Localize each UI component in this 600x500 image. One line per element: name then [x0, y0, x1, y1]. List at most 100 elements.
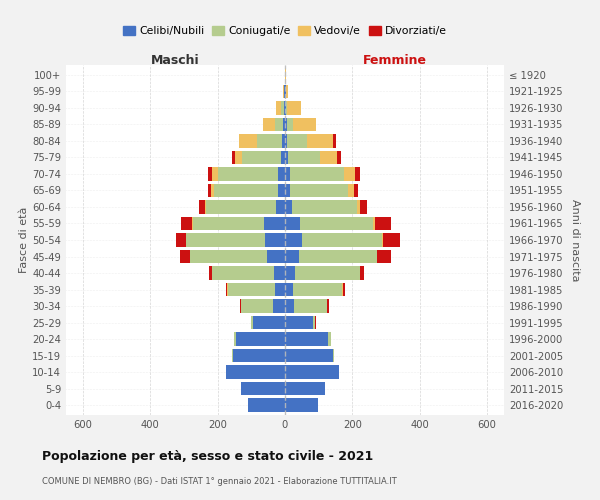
Bar: [293, 118, 316, 131]
Bar: [307, 134, 333, 147]
Bar: [281, 150, 285, 164]
Bar: [208, 167, 212, 180]
Bar: [236, 332, 285, 346]
Bar: [226, 283, 227, 296]
Bar: [375, 216, 391, 230]
Bar: [248, 398, 285, 412]
Bar: [361, 200, 367, 214]
Bar: [285, 332, 328, 346]
Bar: [283, 134, 285, 147]
Bar: [176, 233, 185, 247]
Bar: [275, 283, 285, 296]
Bar: [285, 366, 339, 379]
Bar: [285, 101, 286, 114]
Bar: [377, 250, 391, 264]
Bar: [285, 382, 325, 396]
Bar: [285, 68, 286, 82]
Bar: [228, 283, 275, 296]
Bar: [181, 216, 192, 230]
Bar: [212, 266, 274, 280]
Bar: [290, 167, 344, 180]
Bar: [382, 233, 383, 247]
Bar: [276, 101, 281, 114]
Bar: [361, 266, 364, 280]
Bar: [373, 216, 375, 230]
Bar: [281, 101, 284, 114]
Bar: [287, 101, 301, 114]
Bar: [192, 216, 193, 230]
Bar: [241, 300, 273, 313]
Bar: [226, 366, 285, 379]
Bar: [287, 150, 320, 164]
Bar: [292, 200, 358, 214]
Legend: Celibi/Nubili, Coniugati/e, Vedovi/e, Divorziati/e: Celibi/Nubili, Coniugati/e, Vedovi/e, Di…: [119, 22, 451, 40]
Bar: [212, 167, 218, 180]
Bar: [205, 200, 206, 214]
Bar: [300, 216, 373, 230]
Bar: [320, 150, 337, 164]
Bar: [218, 167, 278, 180]
Bar: [285, 300, 295, 313]
Bar: [268, 250, 285, 264]
Bar: [333, 349, 334, 362]
Text: COMUNE DI NEMBRO (BG) - Dati ISTAT 1° gennaio 2021 - Elaborazione TUTTITALIA.IT: COMUNE DI NEMBRO (BG) - Dati ISTAT 1° ge…: [42, 478, 397, 486]
Bar: [193, 216, 264, 230]
Bar: [302, 233, 382, 247]
Bar: [285, 283, 293, 296]
Bar: [232, 349, 233, 362]
Bar: [337, 150, 341, 164]
Bar: [313, 316, 316, 330]
Bar: [186, 233, 265, 247]
Bar: [286, 84, 289, 98]
Bar: [299, 250, 377, 264]
Bar: [208, 184, 211, 197]
Bar: [284, 101, 285, 114]
Bar: [287, 134, 307, 147]
Bar: [285, 167, 290, 180]
Bar: [285, 150, 287, 164]
Bar: [235, 332, 236, 346]
Bar: [233, 349, 285, 362]
Bar: [185, 233, 186, 247]
Bar: [283, 84, 284, 98]
Bar: [347, 184, 355, 197]
Bar: [214, 184, 278, 197]
Bar: [285, 200, 292, 214]
Y-axis label: Anni di nascita: Anni di nascita: [570, 198, 580, 281]
Bar: [283, 118, 285, 131]
Bar: [358, 200, 361, 214]
Bar: [360, 266, 361, 280]
Bar: [251, 316, 253, 330]
Bar: [240, 300, 241, 313]
Text: Femmine: Femmine: [362, 54, 427, 66]
Bar: [206, 200, 275, 214]
Y-axis label: Fasce di età: Fasce di età: [19, 207, 29, 273]
Bar: [209, 266, 212, 280]
Bar: [285, 184, 290, 197]
Bar: [285, 84, 286, 98]
Bar: [343, 283, 345, 296]
Bar: [285, 398, 318, 412]
Bar: [295, 300, 328, 313]
Bar: [235, 150, 242, 164]
Bar: [285, 250, 299, 264]
Bar: [328, 332, 331, 346]
Bar: [293, 283, 342, 296]
Text: Maschi: Maschi: [151, 54, 200, 66]
Bar: [274, 266, 285, 280]
Bar: [232, 150, 235, 164]
Bar: [383, 233, 400, 247]
Bar: [180, 250, 190, 264]
Bar: [333, 134, 335, 147]
Bar: [275, 118, 283, 131]
Bar: [328, 300, 329, 313]
Bar: [199, 200, 205, 214]
Bar: [241, 382, 285, 396]
Bar: [257, 134, 283, 147]
Bar: [285, 349, 333, 362]
Bar: [263, 118, 275, 131]
Bar: [355, 184, 358, 197]
Bar: [285, 118, 287, 131]
Bar: [278, 184, 285, 197]
Bar: [253, 316, 285, 330]
